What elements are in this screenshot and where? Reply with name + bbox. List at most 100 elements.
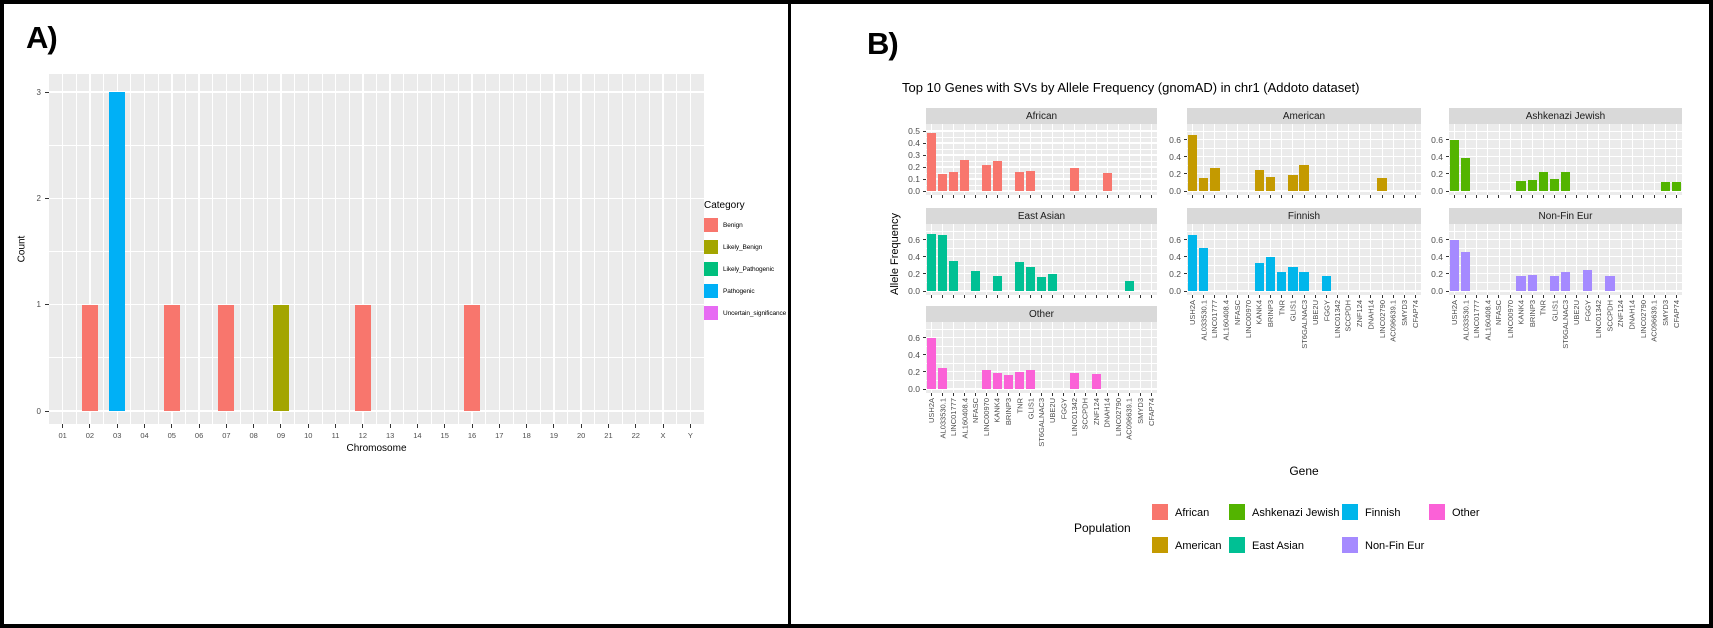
x-axis-tick [553, 424, 555, 428]
population-legend-label-3: East Asian [1252, 540, 1304, 552]
gridline-minor [1019, 322, 1020, 393]
gridline-minor [403, 74, 405, 424]
gene-label: TNR [1538, 300, 1548, 316]
gridline-minor [1140, 322, 1141, 393]
y-tick-label: 0.6 [1169, 234, 1181, 245]
x-axis-tick [1281, 295, 1283, 298]
x-axis-tick [1096, 195, 1097, 198]
gridline-minor [1554, 124, 1555, 195]
x-axis-tick [1236, 295, 1238, 298]
x-axis-tick [1292, 295, 1294, 298]
x-axis-tick [975, 393, 976, 396]
x-tick-label: 22 [631, 431, 640, 440]
bar-african-KANK4 [992, 161, 1003, 191]
gene-label: LINC01342 [1070, 398, 1079, 436]
x-axis-tick [975, 295, 976, 298]
facet-panel-non-fin-eur [1449, 224, 1682, 295]
bar-east-asian-AL033530.1 [937, 235, 948, 291]
bar-chr02 [81, 304, 98, 411]
x-axis-tick [1270, 295, 1272, 298]
gridline-major [416, 74, 419, 424]
gridline-minor [1151, 124, 1152, 195]
y-axis-tick [1184, 173, 1187, 175]
population-legend-label-6: Other [1452, 507, 1480, 519]
bar-american-AL033530.1 [1199, 178, 1209, 191]
facet-strip-american: American [1187, 108, 1421, 124]
gridline-major [498, 74, 500, 424]
y-axis-tick [923, 178, 926, 180]
y-axis-tick [923, 190, 926, 192]
legend-swatch-3 [704, 284, 718, 298]
y-tick-label: 0.5 [908, 126, 920, 136]
x-axis-tick [1030, 393, 1031, 396]
y-axis-tick [923, 273, 926, 275]
population-legend-label-0: African [1175, 507, 1210, 519]
gridline-minor [1063, 322, 1064, 393]
gene-label: LINC02790 [1377, 300, 1387, 338]
gridline-minor [1270, 124, 1271, 195]
facet-strip-non-fin-eur: Non-Fin Eur [1449, 208, 1682, 224]
bar-african-USH2A [926, 133, 937, 191]
gene-label: CFAP74 [1410, 300, 1420, 328]
bar-east-asian-UBE2U [1047, 273, 1058, 291]
x-axis-tick [931, 393, 932, 396]
gridline-minor [567, 74, 568, 424]
gridline-minor [1392, 124, 1394, 195]
gridline-minor [1415, 124, 1416, 195]
gridline-minor [1609, 124, 1611, 195]
gridline-minor [1247, 224, 1249, 295]
gene-label: SMYD3 [1399, 300, 1409, 326]
gridline-major [225, 74, 228, 424]
x-axis-tick [89, 424, 91, 428]
bar-east-asian-LINC01777 [948, 261, 959, 291]
y-tick-label: 0.2 [1169, 268, 1181, 279]
x-axis-tick [1063, 195, 1064, 198]
y-tick-label: 0.4 [1431, 251, 1443, 262]
y-axis-tick [1184, 273, 1187, 275]
gene-label: UBE2U [1572, 300, 1582, 326]
x-axis-tick [1096, 393, 1097, 396]
bar-african-TNR [1014, 171, 1025, 191]
x-axis-tick [1414, 295, 1416, 298]
population-legend-label-5: Non-Fin Eur [1365, 540, 1425, 552]
x-axis-tick [1542, 195, 1544, 198]
gridline-minor [1587, 124, 1589, 195]
gridline-minor [1531, 124, 1533, 195]
x-tick-label: 06 [194, 431, 204, 440]
gridline-major [471, 74, 473, 424]
bar-finnish-USH2A [1187, 235, 1198, 291]
y-axis-tick [923, 388, 926, 390]
x-tick-label: 21 [604, 431, 613, 440]
gridline-minor [1074, 124, 1075, 195]
bar-ashkenazi-jewish-SMYD3 [1660, 181, 1670, 191]
x-axis-tick [1292, 195, 1294, 198]
gene-label: ST6GALNAC3 [1561, 300, 1570, 349]
gridline-minor [1653, 224, 1655, 295]
x-axis-tick [1107, 195, 1108, 198]
gridline-minor [975, 224, 976, 295]
x-tick-label: 07 [222, 431, 231, 440]
bar-ashkenazi-jewish-TNR [1538, 172, 1548, 191]
gridline-minor [1642, 124, 1644, 195]
x-axis-tick [1041, 295, 1042, 298]
gridline-minor [1325, 124, 1327, 195]
gridline-minor [1041, 124, 1042, 195]
x-axis-tick [1314, 195, 1316, 198]
gridline-minor [1236, 124, 1238, 195]
gene-label: CFAP74 [1671, 300, 1681, 328]
gridline-minor [1565, 224, 1566, 295]
gridline-minor [1609, 224, 1611, 295]
x-axis-tick [1465, 295, 1467, 298]
x-axis-tick [1531, 295, 1533, 298]
x-axis-tick [1325, 195, 1327, 198]
gridline-major [171, 74, 173, 424]
x-axis-tick [1247, 195, 1249, 198]
x-axis-tick [580, 424, 582, 428]
gridline-minor [266, 74, 268, 424]
x-axis-tick [1008, 295, 1009, 298]
y-tick-label: 0.0 [908, 384, 920, 394]
bar-other-LINC00970 [981, 370, 992, 389]
x-axis-tick [1675, 195, 1677, 198]
x-axis-tick [986, 393, 987, 396]
x-axis-tick [1476, 295, 1478, 298]
